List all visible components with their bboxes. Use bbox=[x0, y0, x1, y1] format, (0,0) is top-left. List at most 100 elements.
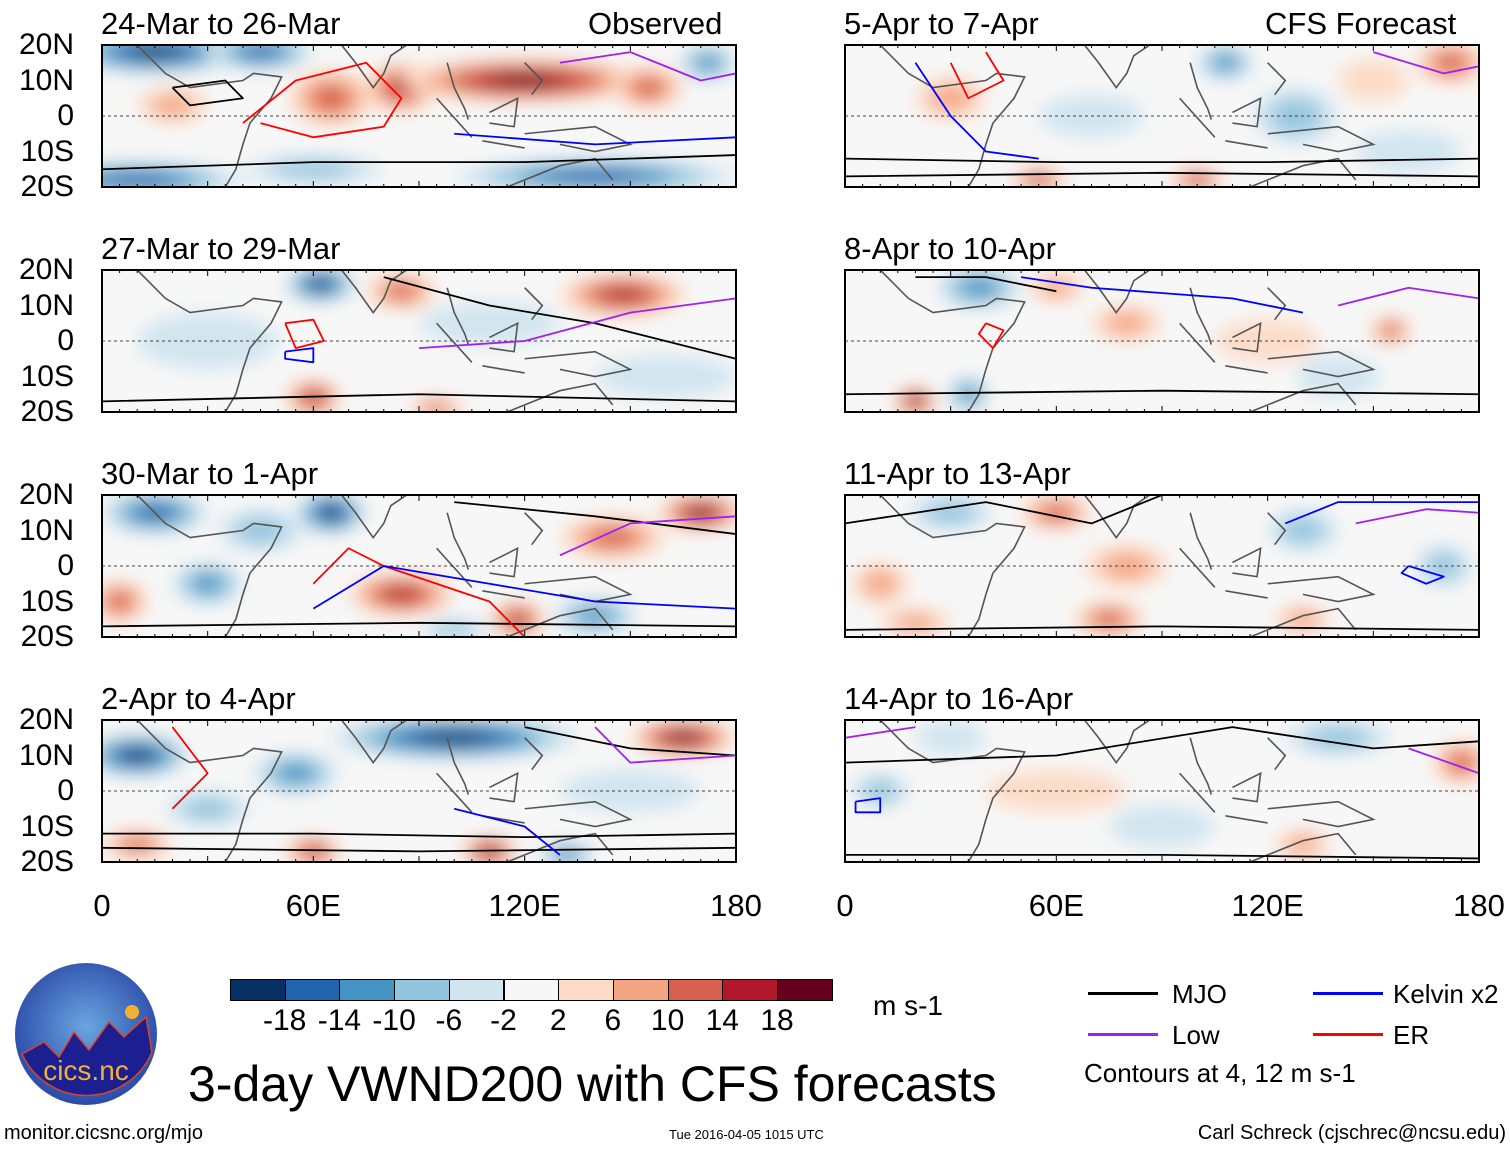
contour-line bbox=[1020, 276, 1304, 314]
contour-line bbox=[949, 51, 1005, 100]
anomaly-blob bbox=[192, 574, 223, 593]
source-url[interactable]: monitor.cicsnc.org/mjo bbox=[4, 1122, 203, 1144]
contour-line bbox=[1284, 501, 1479, 525]
x-tick-label: 60E bbox=[285, 888, 341, 923]
anomaly-blob bbox=[1449, 753, 1474, 772]
coastline bbox=[506, 607, 614, 637]
contour-line bbox=[102, 832, 736, 839]
anomaly-blob bbox=[1105, 312, 1148, 334]
contour-line bbox=[854, 797, 882, 814]
panel-title: 24-Mar to 26-Mar bbox=[101, 6, 341, 41]
map-panel bbox=[844, 719, 1480, 863]
coastline bbox=[446, 287, 470, 345]
x-tick-label: 180 bbox=[1453, 888, 1505, 923]
contour-line bbox=[977, 322, 1005, 349]
coastline bbox=[1267, 62, 1287, 96]
author-credit: Carl Schreck (cjschrec@ncsu.edu) bbox=[1197, 1122, 1506, 1144]
contour-line bbox=[914, 62, 1039, 160]
anomaly-blob bbox=[1029, 176, 1049, 184]
coastline bbox=[524, 125, 633, 153]
logo-text: cics.nc bbox=[43, 1055, 129, 1086]
y-tick-label: 10S bbox=[20, 359, 74, 393]
x-tick-label: 0 bbox=[93, 888, 111, 923]
contour-line bbox=[418, 297, 736, 349]
colorbar-label: 10 bbox=[650, 1004, 685, 1037]
anomaly-blob bbox=[668, 732, 698, 743]
colorbar-label: 6 bbox=[604, 1004, 622, 1037]
colorbar-swatch bbox=[230, 979, 286, 1001]
map-panel bbox=[101, 719, 737, 863]
legend-kelvin: Kelvin x2 bbox=[1393, 979, 1499, 1009]
map-panel bbox=[101, 494, 737, 638]
colorbar-swatch bbox=[284, 979, 341, 1001]
map-panel bbox=[101, 269, 737, 413]
coastline bbox=[1225, 365, 1268, 374]
colorbar-label: -10 bbox=[372, 1004, 416, 1037]
coastline bbox=[1249, 382, 1357, 412]
contour-line bbox=[171, 726, 209, 810]
y-tick-label: 10S bbox=[20, 809, 74, 843]
colorbar-swatch bbox=[339, 979, 396, 1001]
anomaly-blob bbox=[548, 170, 643, 183]
coastline bbox=[1189, 512, 1213, 570]
anomaly-blob bbox=[420, 731, 488, 744]
legend-mjo-line bbox=[1088, 992, 1158, 995]
anomaly-blob bbox=[122, 749, 152, 762]
contour-line bbox=[915, 276, 1057, 293]
contour-line bbox=[284, 347, 315, 364]
contour-line bbox=[1400, 565, 1445, 585]
anomaly-blob bbox=[1281, 517, 1325, 544]
coastline bbox=[446, 512, 470, 570]
contour-line bbox=[454, 132, 736, 146]
contour-line bbox=[1373, 51, 1479, 75]
y-tick-label: 0 bbox=[57, 324, 74, 357]
panel-title: 27-Mar to 29-Mar bbox=[101, 231, 341, 266]
contour-line bbox=[1408, 747, 1479, 775]
anomaly-blob bbox=[1094, 611, 1125, 627]
coastline bbox=[1179, 772, 1216, 813]
forecast-label: CFS Forecast bbox=[1265, 6, 1457, 41]
colorbar-swatch bbox=[667, 979, 724, 1001]
contour-line bbox=[1355, 508, 1479, 525]
contour-line bbox=[524, 726, 736, 757]
coastline bbox=[524, 350, 633, 378]
anomaly-blob bbox=[894, 614, 937, 632]
anomaly-blob bbox=[590, 528, 636, 547]
contour-line bbox=[1337, 286, 1479, 307]
anomaly-blob bbox=[929, 85, 972, 112]
anomaly-blob bbox=[915, 720, 986, 756]
coastline bbox=[524, 62, 544, 96]
coastline bbox=[1179, 97, 1216, 138]
coastline bbox=[340, 270, 409, 314]
y-tick-label: 0 bbox=[57, 774, 74, 807]
anomaly-blob bbox=[321, 506, 341, 519]
y-tick-label: 10S bbox=[20, 134, 74, 168]
contour-line bbox=[102, 154, 736, 171]
coastline bbox=[1225, 140, 1268, 149]
y-tick-label: 0 bbox=[57, 549, 74, 582]
map-panel bbox=[844, 44, 1480, 188]
contour-line bbox=[454, 807, 561, 856]
coastline bbox=[136, 495, 283, 637]
coastline bbox=[1189, 62, 1213, 120]
anomaly-blob bbox=[1355, 130, 1462, 173]
coastline bbox=[1232, 771, 1262, 803]
legend-mjo: MJO bbox=[1172, 979, 1227, 1009]
coastline bbox=[1179, 547, 1216, 588]
coastline bbox=[879, 270, 1026, 412]
contour-line bbox=[102, 846, 736, 853]
anomaly-blob bbox=[277, 764, 314, 783]
anomaly-blob bbox=[1306, 727, 1370, 749]
panel-title: 11-Apr to 13-Apr bbox=[844, 456, 1071, 491]
coastline bbox=[340, 495, 409, 539]
anomaly-blob bbox=[1101, 553, 1153, 579]
colorbar-label: -14 bbox=[317, 1004, 362, 1037]
y-tick-label: 20N bbox=[18, 28, 74, 61]
coastline bbox=[1249, 832, 1357, 862]
coastline bbox=[1249, 607, 1357, 637]
anomaly-blob bbox=[1435, 53, 1466, 72]
anomaly-blob bbox=[102, 173, 173, 186]
y-tick-label: 20S bbox=[20, 170, 74, 203]
colorbar-swatch bbox=[503, 979, 560, 1001]
anomaly-blob bbox=[557, 851, 577, 859]
